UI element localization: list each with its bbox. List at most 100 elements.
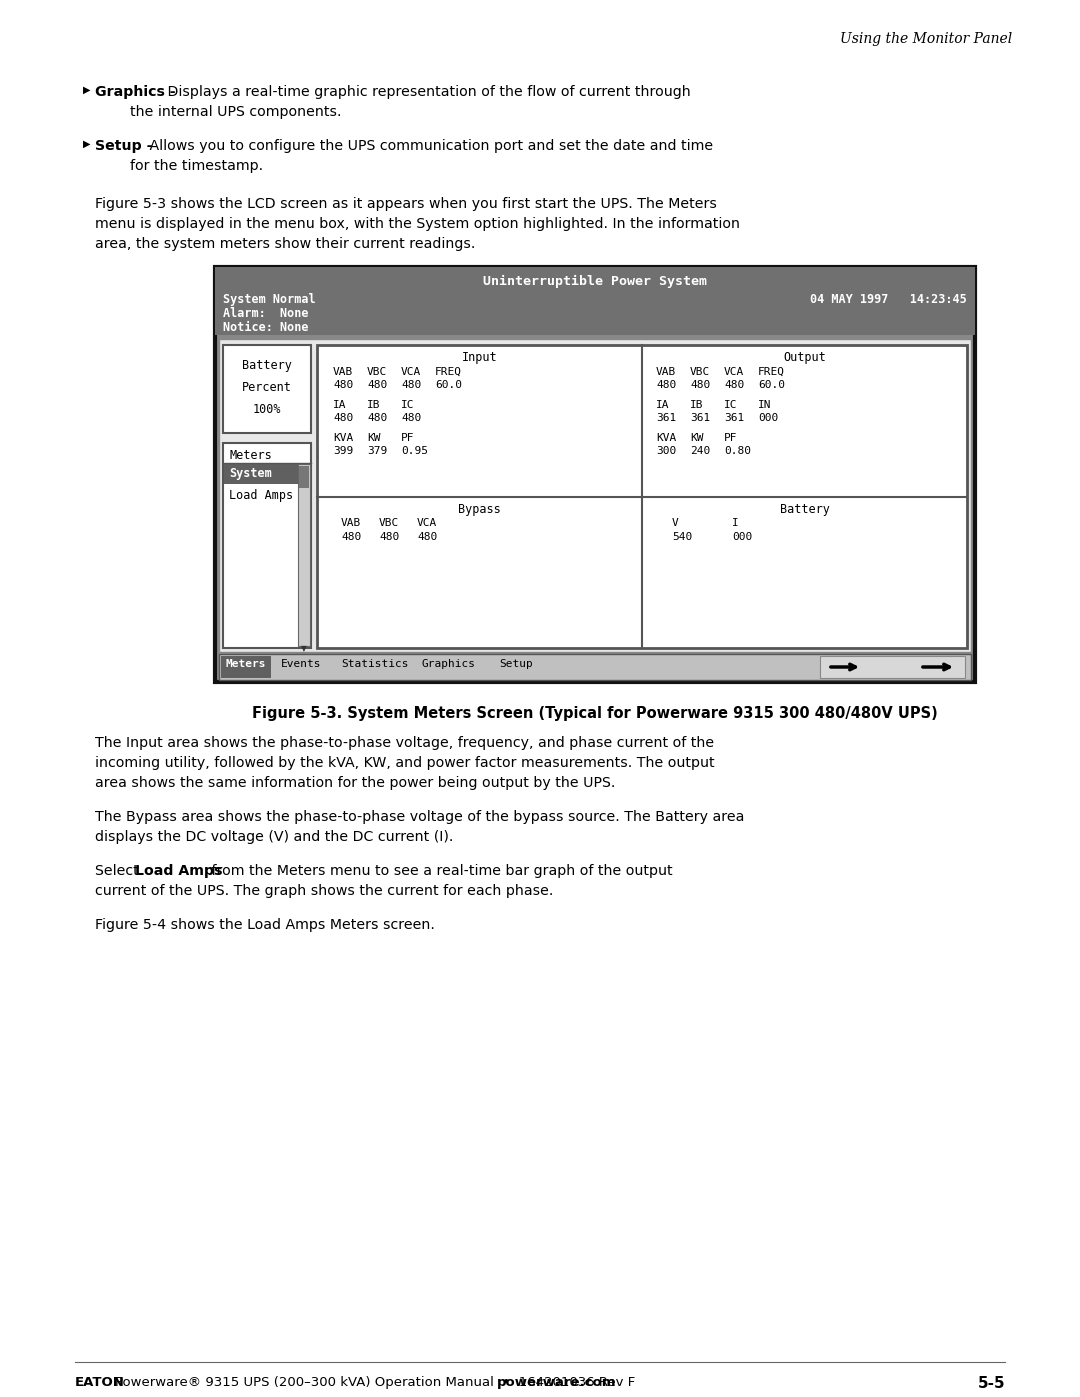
Text: I: I — [732, 518, 739, 528]
Text: 100%: 100% — [253, 402, 281, 416]
Text: 480: 480 — [417, 531, 437, 542]
Bar — [318, 345, 967, 648]
Text: FREQ: FREQ — [758, 367, 785, 377]
Text: IA: IA — [333, 400, 347, 409]
Text: Statistics: Statistics — [341, 659, 408, 669]
Text: VCA: VCA — [724, 367, 744, 377]
Text: VAB: VAB — [341, 518, 361, 528]
Text: 000: 000 — [732, 531, 753, 542]
Text: Figure 5-3 shows the LCD screen as it appears when you first start the UPS. The : Figure 5-3 shows the LCD screen as it ap… — [95, 197, 717, 211]
Text: Notice: None: Notice: None — [222, 321, 309, 334]
Text: area, the system meters show their current readings.: area, the system meters show their curre… — [95, 237, 475, 251]
Text: Allows you to configure the UPS communication port and set the date and time: Allows you to configure the UPS communic… — [145, 138, 713, 154]
Text: Graphics -: Graphics - — [95, 85, 176, 99]
Text: VAB: VAB — [333, 367, 353, 377]
Text: VCA: VCA — [401, 367, 421, 377]
Text: KW: KW — [367, 433, 380, 443]
Text: System: System — [229, 467, 272, 481]
Bar — [820, 657, 966, 678]
Text: 0.95: 0.95 — [401, 446, 428, 455]
Text: Setup: Setup — [499, 659, 532, 669]
Text: Setup -: Setup - — [95, 138, 152, 154]
Text: 480: 480 — [401, 414, 421, 423]
Bar — [219, 339, 971, 652]
Text: PF: PF — [724, 433, 738, 443]
Text: 480: 480 — [401, 380, 421, 390]
Text: 480: 480 — [341, 531, 361, 542]
Text: VBC: VBC — [367, 367, 388, 377]
Text: menu is displayed in the menu box, with the System option highlighted. In the in: menu is displayed in the menu box, with … — [95, 217, 740, 231]
Text: Figure 5-3. System Meters Screen (Typical for Powerware 9315 300 480/480V UPS): Figure 5-3. System Meters Screen (Typica… — [252, 705, 937, 721]
Text: IC: IC — [401, 400, 415, 409]
Text: ▼: ▼ — [301, 644, 307, 652]
Text: 361: 361 — [690, 414, 711, 423]
Text: IB: IB — [367, 400, 380, 409]
Text: Output: Output — [783, 351, 826, 365]
Text: 480: 480 — [724, 380, 744, 390]
Text: Input: Input — [461, 351, 497, 365]
Text: for the timestamp.: for the timestamp. — [130, 159, 264, 173]
Text: 240: 240 — [690, 446, 711, 455]
Text: 480: 480 — [333, 380, 353, 390]
Text: 361: 361 — [724, 414, 744, 423]
Text: Battery: Battery — [242, 359, 292, 372]
Text: KVA: KVA — [656, 433, 676, 443]
Text: IN: IN — [758, 400, 771, 409]
Text: 480: 480 — [690, 380, 711, 390]
Bar — [222, 345, 311, 433]
Text: 0.80: 0.80 — [724, 446, 751, 455]
Text: Load Amps: Load Amps — [135, 863, 222, 877]
Text: 480: 480 — [333, 414, 353, 423]
Text: V: V — [672, 518, 678, 528]
Text: Displays a real-time graphic representation of the flow of current through: Displays a real-time graphic representat… — [163, 85, 691, 99]
Text: 300: 300 — [656, 446, 676, 455]
Text: 361: 361 — [656, 414, 676, 423]
Text: Meters: Meters — [229, 448, 272, 462]
Text: 480: 480 — [656, 380, 676, 390]
Text: VCA: VCA — [417, 518, 437, 528]
Text: Percent: Percent — [242, 381, 292, 394]
Text: IC: IC — [724, 400, 738, 409]
Text: PF: PF — [401, 433, 415, 443]
Text: current of the UPS. The graph shows the current for each phase.: current of the UPS. The graph shows the … — [95, 884, 553, 898]
Text: 60.0: 60.0 — [435, 380, 462, 390]
Text: incoming utility, followed by the kVA, KW, and power factor measurements. The ou: incoming utility, followed by the kVA, K… — [95, 756, 715, 770]
Text: VAB: VAB — [656, 367, 676, 377]
Text: 540: 540 — [672, 531, 692, 542]
Text: Figure 5-4 shows the Load Amps Meters screen.: Figure 5-4 shows the Load Amps Meters sc… — [95, 918, 435, 932]
Text: 480: 480 — [367, 380, 388, 390]
Text: 5-5: 5-5 — [977, 1376, 1005, 1391]
Text: Uninterruptible Power System: Uninterruptible Power System — [483, 275, 707, 288]
Text: 480: 480 — [367, 414, 388, 423]
Text: ▶: ▶ — [83, 138, 91, 149]
Text: VBC: VBC — [690, 367, 711, 377]
Text: Using the Monitor Panel: Using the Monitor Panel — [840, 32, 1012, 46]
Bar — [298, 464, 310, 645]
Text: Bypass: Bypass — [458, 503, 501, 515]
Text: Events: Events — [281, 659, 322, 669]
Text: Battery: Battery — [780, 503, 829, 515]
Text: FREQ: FREQ — [435, 367, 462, 377]
Bar — [222, 443, 311, 648]
Text: displays the DC voltage (V) and the DC current (I).: displays the DC voltage (V) and the DC c… — [95, 830, 454, 844]
Text: System Normal: System Normal — [222, 293, 315, 306]
Text: The Input area shows the phase-to-phase voltage, frequency, and phase current of: The Input area shows the phase-to-phase … — [95, 736, 714, 750]
Text: 379: 379 — [367, 446, 388, 455]
Text: 04 MAY 1997   14:23:45: 04 MAY 1997 14:23:45 — [810, 293, 967, 306]
Text: VBC: VBC — [379, 518, 400, 528]
Bar — [215, 267, 975, 682]
Text: area shows the same information for the power being output by the UPS.: area shows the same information for the … — [95, 775, 616, 789]
Text: Load Amps: Load Amps — [229, 489, 293, 502]
Text: from the Meters menu to see a real-time bar graph of the output: from the Meters menu to see a real-time … — [207, 863, 673, 877]
Bar — [219, 654, 971, 680]
Text: Select: Select — [95, 863, 144, 877]
Text: Alarm:  None: Alarm: None — [222, 307, 309, 320]
Bar — [221, 657, 271, 678]
Text: IA: IA — [656, 400, 670, 409]
Text: KVA: KVA — [333, 433, 353, 443]
Text: Powerware® 9315 UPS (200–300 kVA) Operation Manual  •  164201036 Rev F: Powerware® 9315 UPS (200–300 kVA) Operat… — [114, 1376, 644, 1389]
Bar — [224, 464, 298, 483]
Text: ▶: ▶ — [83, 85, 91, 95]
Text: 399: 399 — [333, 446, 353, 455]
Text: The Bypass area shows the phase-to-phase voltage of the bypass source. The Batte: The Bypass area shows the phase-to-phase… — [95, 810, 744, 824]
